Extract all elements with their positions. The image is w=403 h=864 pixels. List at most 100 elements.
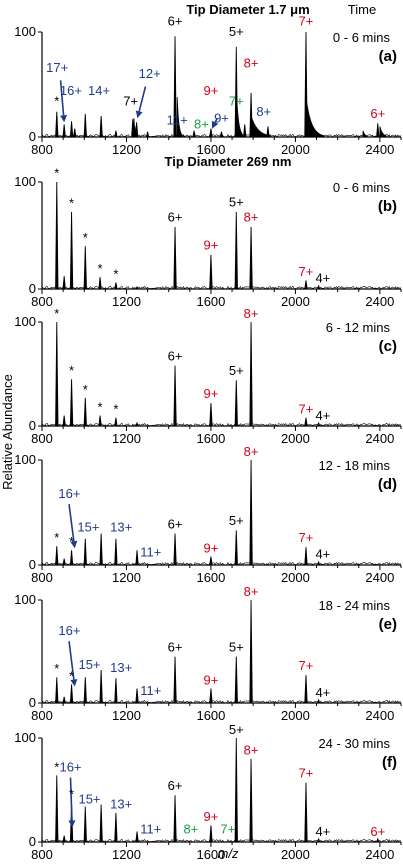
spectrum-peak bbox=[83, 677, 87, 704]
spectrum-peak bbox=[114, 282, 118, 290]
charge-state-label: 14+ bbox=[88, 83, 110, 98]
spectrum-peak bbox=[304, 547, 308, 566]
charge-state-label: 9+ bbox=[214, 110, 229, 125]
spectrum-peak bbox=[69, 211, 74, 290]
panel-label: (d) bbox=[378, 476, 397, 493]
time-window-label: 18 - 24 mins bbox=[318, 598, 390, 613]
spectrum-peak bbox=[62, 276, 66, 290]
charge-state-label: 6+ bbox=[168, 640, 183, 655]
spectrum-peak bbox=[62, 124, 66, 138]
spectrum-peak bbox=[316, 560, 321, 566]
spectrum-peak bbox=[209, 403, 213, 427]
spectrum-peak bbox=[83, 246, 87, 290]
charge-state-label: 13+ bbox=[110, 660, 132, 675]
x-tick-label: 1200 bbox=[112, 847, 141, 862]
charge-state-label: 7+ bbox=[299, 658, 314, 673]
charge-state-label: 7+ bbox=[220, 822, 235, 837]
spectrum-peak bbox=[114, 538, 118, 566]
spectrum-peak bbox=[69, 550, 74, 566]
charge-state-label: 8+ bbox=[183, 822, 198, 837]
charge-state-label: 6+ bbox=[168, 516, 183, 531]
y-tick-label: 0 bbox=[29, 281, 36, 296]
charge-state-label: 6+ bbox=[168, 14, 183, 29]
charge-state-label: * bbox=[54, 661, 59, 676]
peak-tail bbox=[176, 97, 184, 138]
x-tick-label: 1200 bbox=[112, 570, 141, 585]
charge-state-label: 7+ bbox=[229, 94, 244, 109]
charge-state-label: * bbox=[54, 166, 59, 181]
annotation-arrow bbox=[69, 777, 73, 821]
annotation-arrowhead bbox=[70, 679, 78, 687]
spectrum-peak bbox=[131, 119, 135, 138]
x-tick-label: 2400 bbox=[365, 847, 394, 862]
spectrum-peak bbox=[173, 365, 177, 427]
charge-state-label: 11+ bbox=[167, 112, 188, 127]
spectrum-peak bbox=[316, 698, 321, 704]
spectrum-peak bbox=[249, 459, 253, 566]
spectrum-peak bbox=[83, 397, 87, 427]
charge-state-label: 16+ bbox=[58, 623, 80, 638]
spectrum-peak bbox=[62, 696, 66, 704]
spectrum-peak bbox=[234, 380, 238, 427]
x-tick-label: 2000 bbox=[281, 570, 310, 585]
spectrum-peak bbox=[99, 804, 103, 843]
spectrum-peak bbox=[376, 123, 380, 138]
time-window-label: 0 - 6 mins bbox=[333, 180, 391, 195]
panel-label: (f) bbox=[382, 754, 397, 771]
spectrum-peak bbox=[55, 775, 59, 843]
charge-state-label: 5+ bbox=[229, 363, 244, 378]
annotation-arrow bbox=[138, 86, 147, 112]
spectrum-peak bbox=[83, 113, 87, 138]
charge-state-label: * bbox=[98, 261, 103, 276]
spectrum-peak bbox=[249, 321, 253, 427]
x-tick-label: 1200 bbox=[112, 708, 141, 723]
annotation-arrowhead bbox=[68, 820, 76, 828]
charge-state-label: 7+ bbox=[299, 766, 314, 781]
spectrum-peak bbox=[69, 121, 74, 138]
charge-state-label: 15+ bbox=[77, 519, 99, 534]
charge-state-label: * bbox=[54, 94, 59, 109]
spectrum-peak bbox=[55, 546, 59, 566]
charge-state-label: 5+ bbox=[229, 24, 244, 39]
charge-state-label: * bbox=[54, 759, 59, 774]
charge-state-label: * bbox=[69, 668, 74, 683]
spectrum-peak bbox=[249, 599, 253, 704]
charge-state-label: * bbox=[69, 196, 74, 211]
spectrum-peak bbox=[55, 321, 59, 427]
spectrum-peak bbox=[62, 415, 66, 427]
annotation-arrowhead bbox=[135, 110, 143, 119]
spectrum-panel-3: 0 100 800 1200 1600 2000 2400 * * 16+ 15+ 13+ 11+ 6+ 9… bbox=[14, 444, 402, 585]
charge-state-label: 6+ bbox=[370, 824, 385, 839]
charge-state-label: 4+ bbox=[315, 408, 330, 423]
annotation-arrow bbox=[68, 641, 75, 680]
charge-state-label: 9+ bbox=[204, 83, 219, 98]
x-tick-label: 2400 bbox=[365, 431, 394, 446]
charge-state-label: 16+ bbox=[58, 486, 80, 501]
x-tick-label: 1600 bbox=[196, 570, 225, 585]
charge-state-label: 9+ bbox=[204, 386, 219, 401]
time-window-label: 0 - 6 mins bbox=[333, 30, 391, 45]
x-tick-label: 2000 bbox=[281, 847, 310, 862]
spectrum-peak bbox=[114, 417, 118, 427]
y-tick-label: 100 bbox=[14, 730, 36, 745]
charge-state-label: 5+ bbox=[229, 513, 244, 528]
charge-state-label: * bbox=[113, 402, 118, 417]
spectrum-peak bbox=[209, 254, 213, 290]
spectrum-peak bbox=[99, 670, 103, 704]
spectrum-peak bbox=[234, 656, 238, 704]
spectrum-peak bbox=[173, 533, 177, 566]
x-tick-label: 2400 bbox=[365, 142, 394, 157]
spectrum-peak bbox=[99, 533, 103, 566]
spectrum-peak bbox=[219, 131, 224, 138]
spectrum-peak bbox=[234, 530, 238, 566]
panel-label: (b) bbox=[378, 198, 397, 215]
x-tick-label: 800 bbox=[31, 847, 53, 862]
charge-state-label: 17+ bbox=[46, 60, 68, 75]
annotation-arrowhead bbox=[70, 540, 78, 549]
x-tick-label: 1600 bbox=[196, 708, 225, 723]
spectrum-peak bbox=[234, 737, 238, 843]
x-tick-label: 2400 bbox=[365, 570, 394, 585]
charge-state-label: * bbox=[83, 230, 88, 245]
header-time: Time bbox=[348, 2, 376, 17]
